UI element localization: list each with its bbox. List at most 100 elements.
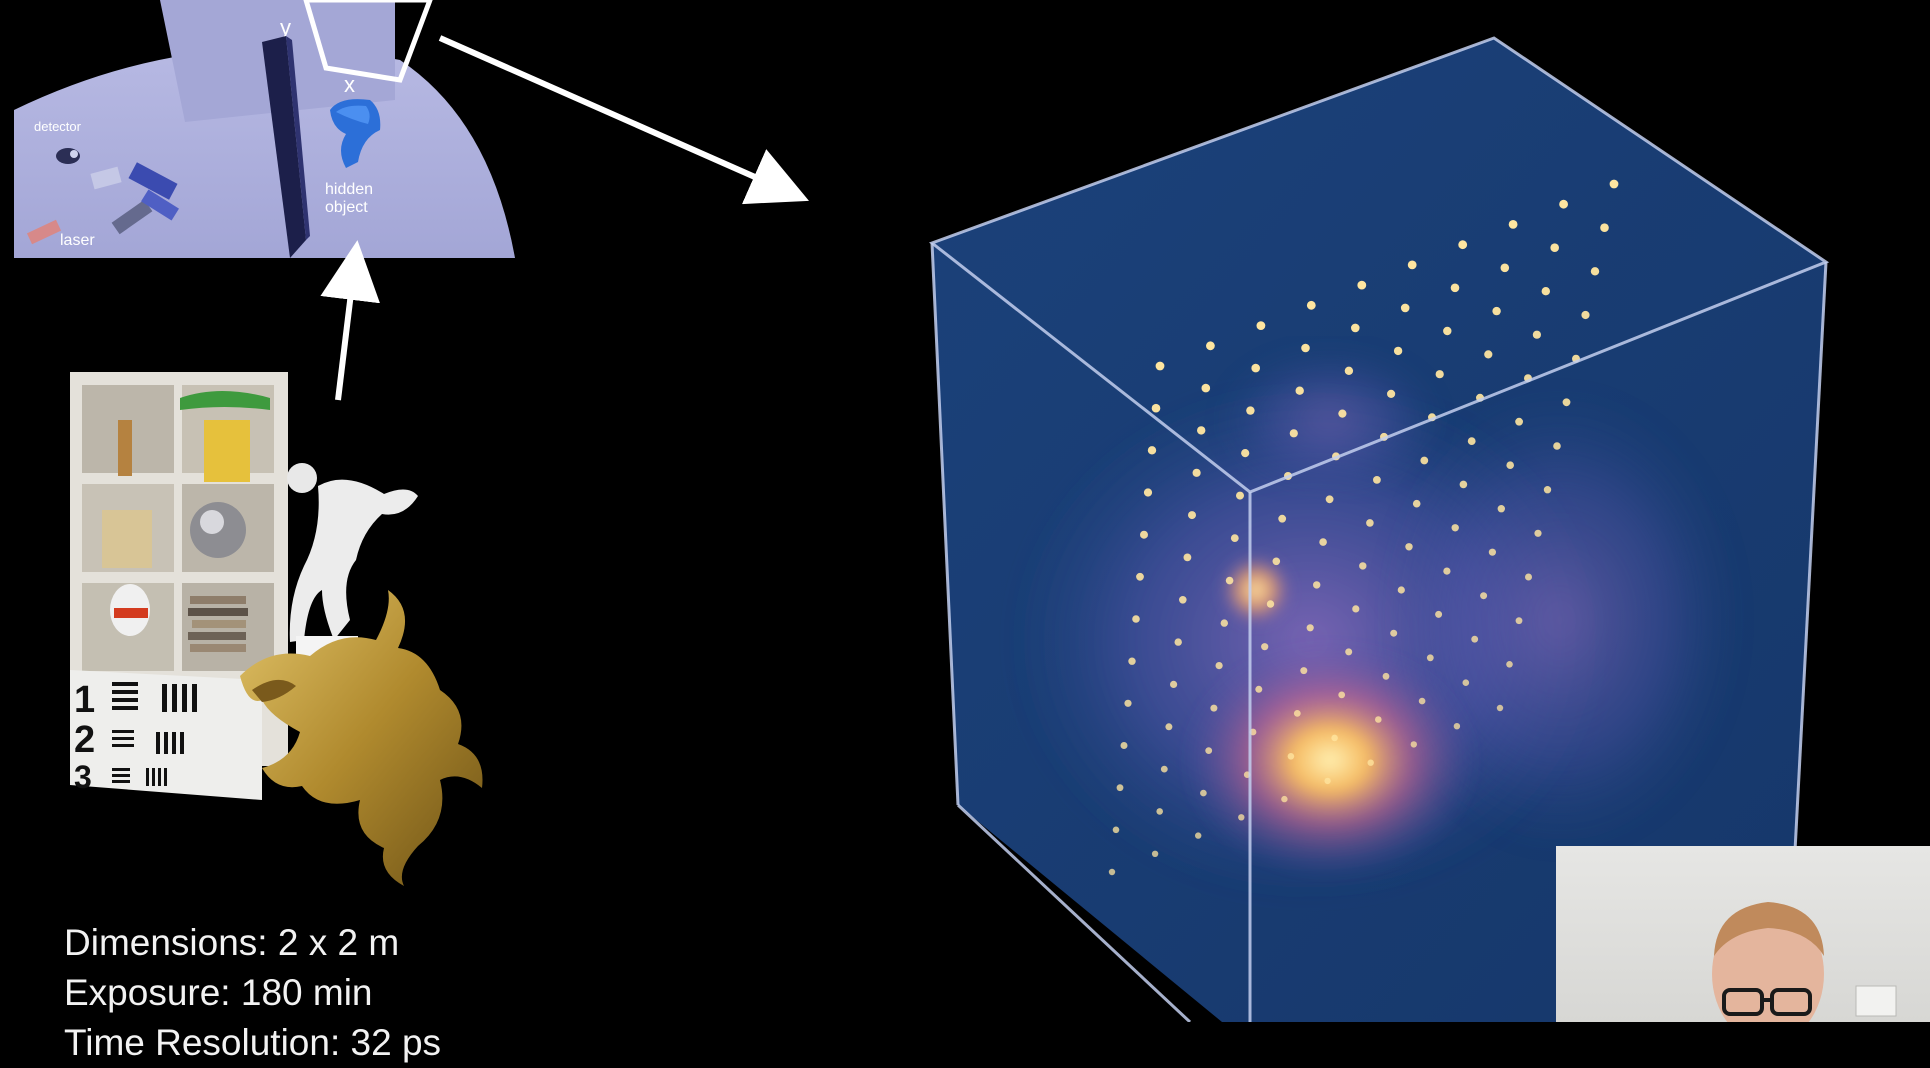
grid-point	[1443, 567, 1451, 575]
grid-point	[1200, 789, 1207, 797]
grid-point	[1120, 742, 1128, 749]
grid-point	[1390, 629, 1398, 637]
arrow-up-icon	[320, 240, 380, 401]
grid-point	[1515, 617, 1523, 625]
grid-point	[1306, 624, 1314, 632]
grid-point	[1590, 267, 1600, 276]
grid-point	[1266, 600, 1275, 608]
grid-point	[1197, 426, 1206, 435]
grid-point	[1581, 310, 1590, 320]
grid-point	[1246, 406, 1255, 415]
grid-point	[1508, 220, 1518, 229]
grid-point	[1313, 581, 1321, 589]
webcam-overlay	[1556, 846, 1930, 1022]
grid-point	[1492, 306, 1501, 316]
grid-point	[1210, 704, 1218, 712]
detector-icon	[56, 148, 80, 164]
grid-point	[1220, 619, 1229, 627]
grid-point	[1359, 562, 1367, 570]
grid-point	[1609, 179, 1619, 189]
chart-number-2: 2	[74, 719, 95, 761]
grid-point	[1480, 592, 1488, 600]
grid-point	[1532, 330, 1541, 339]
grid-point	[1397, 586, 1405, 594]
grid-point	[1458, 240, 1468, 250]
grid-point	[1132, 615, 1140, 623]
grid-point	[1188, 511, 1196, 520]
grid-point	[1241, 449, 1250, 458]
grid-point	[1324, 777, 1331, 785]
grid-point	[1287, 753, 1295, 760]
grid-point	[1506, 461, 1514, 470]
grid-point	[1306, 300, 1316, 310]
point-grid	[1108, 179, 1619, 876]
grid-point	[1553, 442, 1561, 450]
grid-point	[1543, 486, 1552, 494]
grid-point	[1451, 524, 1459, 532]
grid-point	[1230, 534, 1239, 542]
grid-point	[1496, 704, 1504, 712]
grid-point	[1407, 260, 1417, 270]
grid-point	[1375, 716, 1382, 723]
grid-point	[1170, 680, 1178, 689]
grid-point	[1497, 505, 1506, 513]
grid-point	[1357, 280, 1367, 290]
grid-point	[1351, 323, 1360, 333]
grid-point	[1443, 326, 1452, 336]
chart-number-3: 3	[74, 759, 92, 795]
grid-point	[1201, 383, 1211, 393]
grid-point	[1387, 389, 1396, 398]
grid-point	[1500, 263, 1510, 273]
grid-point	[1300, 667, 1308, 675]
grid-point	[1155, 361, 1165, 371]
grid-point	[1393, 346, 1403, 356]
grid-point	[1366, 519, 1374, 527]
grid-point	[1192, 468, 1201, 477]
spec-exposure: Exposure: 180 min	[64, 972, 373, 1013]
grid-point	[1289, 429, 1298, 438]
grid-point	[1412, 499, 1421, 508]
grid-point	[1506, 661, 1513, 668]
grid-point	[1160, 765, 1168, 773]
grid-point	[1344, 366, 1354, 375]
acquisition-specs: Dimensions: 2 x 2 m Exposure: 180 min Ti…	[64, 918, 441, 1068]
grid-point	[1515, 417, 1523, 426]
grid-point	[1215, 662, 1223, 670]
spec-time-resolution: Time Resolution: 32 ps	[64, 1022, 442, 1063]
grid-point	[1450, 283, 1460, 293]
grid-point	[1140, 530, 1148, 539]
grid-point	[1319, 538, 1327, 546]
grid-point	[1151, 850, 1159, 857]
grid-point	[1373, 476, 1381, 484]
hidden-object-label-2: object	[325, 199, 368, 216]
grid-point	[1255, 685, 1263, 693]
grid-point	[1435, 610, 1443, 618]
optics-bench-icon	[90, 162, 179, 235]
reconstruction-volume	[928, 36, 1830, 1022]
grid-point	[1382, 672, 1390, 680]
laser-label: laser	[60, 232, 95, 249]
grid-point	[1338, 691, 1346, 699]
grid-point	[1338, 409, 1347, 418]
grid-point	[1435, 370, 1444, 379]
grid-point	[1124, 699, 1132, 707]
grid-point	[1426, 654, 1434, 662]
grid-point	[1534, 529, 1542, 537]
hidden-object-label-1: hidden	[325, 181, 373, 198]
grid-point	[1420, 456, 1429, 465]
grid-point	[1293, 710, 1301, 717]
grid-point	[1367, 759, 1374, 766]
grid-point	[1256, 321, 1266, 330]
grid-point	[1400, 303, 1410, 313]
grid-point	[1128, 657, 1136, 665]
grid-point	[1183, 553, 1192, 562]
grid-point	[1225, 576, 1234, 585]
grid-point	[1352, 605, 1360, 613]
spec-dimensions: Dimensions: 2 x 2 m	[64, 922, 400, 963]
hidden-scene-objects: 1 2 3	[70, 372, 483, 886]
grid-point	[1405, 543, 1413, 551]
grid-point	[1108, 868, 1116, 876]
detector-label: detector	[34, 119, 82, 134]
grid-point	[1143, 488, 1153, 497]
grid-point	[1295, 386, 1304, 395]
